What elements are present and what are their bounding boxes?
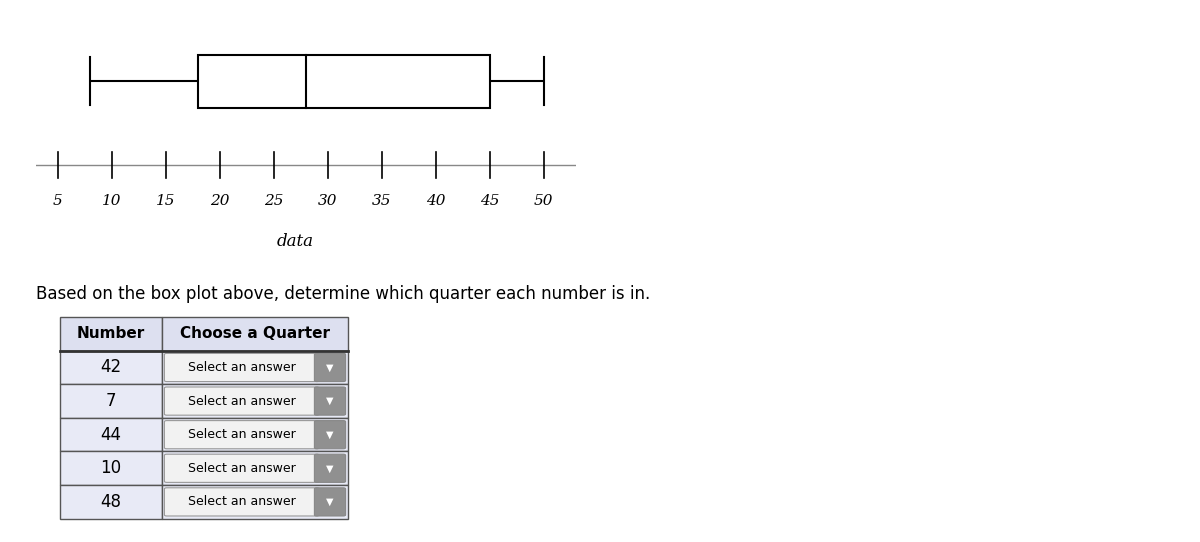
FancyBboxPatch shape xyxy=(60,351,162,384)
FancyBboxPatch shape xyxy=(60,451,162,485)
Text: ▼: ▼ xyxy=(326,497,334,507)
FancyBboxPatch shape xyxy=(162,351,348,384)
Text: data: data xyxy=(277,233,313,249)
Text: Select an answer: Select an answer xyxy=(188,495,295,508)
Text: 7: 7 xyxy=(106,392,116,410)
Text: 40: 40 xyxy=(426,193,445,208)
Text: 5: 5 xyxy=(53,193,62,208)
Text: 20: 20 xyxy=(210,193,229,208)
Text: 30: 30 xyxy=(318,193,337,208)
Text: 25: 25 xyxy=(264,193,283,208)
FancyBboxPatch shape xyxy=(162,384,348,418)
Text: ▼: ▼ xyxy=(326,463,334,473)
Text: 35: 35 xyxy=(372,193,391,208)
Text: 10: 10 xyxy=(101,459,121,478)
FancyBboxPatch shape xyxy=(162,418,348,451)
Text: 42: 42 xyxy=(101,358,121,377)
Text: ▼: ▼ xyxy=(326,396,334,406)
Text: ▼: ▼ xyxy=(326,363,334,372)
FancyBboxPatch shape xyxy=(162,317,348,351)
FancyBboxPatch shape xyxy=(164,454,319,482)
Text: 10: 10 xyxy=(102,193,121,208)
Text: Select an answer: Select an answer xyxy=(188,361,295,374)
FancyBboxPatch shape xyxy=(60,485,162,519)
FancyBboxPatch shape xyxy=(314,421,346,449)
FancyBboxPatch shape xyxy=(164,488,319,516)
FancyBboxPatch shape xyxy=(162,485,348,519)
Text: Select an answer: Select an answer xyxy=(188,462,295,475)
FancyBboxPatch shape xyxy=(314,387,346,415)
Text: Select an answer: Select an answer xyxy=(188,395,295,408)
FancyBboxPatch shape xyxy=(164,421,319,449)
Text: ▼: ▼ xyxy=(326,430,334,440)
Bar xyxy=(198,55,490,107)
Text: 45: 45 xyxy=(480,193,499,208)
Text: 44: 44 xyxy=(101,425,121,444)
FancyBboxPatch shape xyxy=(164,387,319,415)
FancyBboxPatch shape xyxy=(164,353,319,382)
FancyBboxPatch shape xyxy=(162,451,348,485)
FancyBboxPatch shape xyxy=(314,454,346,482)
Text: Number: Number xyxy=(77,326,145,341)
FancyBboxPatch shape xyxy=(60,384,162,418)
Text: Based on the box plot above, determine which quarter each number is in.: Based on the box plot above, determine w… xyxy=(36,285,650,302)
FancyBboxPatch shape xyxy=(60,418,162,451)
Text: Select an answer: Select an answer xyxy=(188,428,295,441)
FancyBboxPatch shape xyxy=(60,317,162,351)
Text: 48: 48 xyxy=(101,493,121,511)
Text: 50: 50 xyxy=(534,193,553,208)
Text: Choose a Quarter: Choose a Quarter xyxy=(180,326,330,341)
Text: 15: 15 xyxy=(156,193,175,208)
FancyBboxPatch shape xyxy=(314,353,346,382)
FancyBboxPatch shape xyxy=(314,488,346,516)
